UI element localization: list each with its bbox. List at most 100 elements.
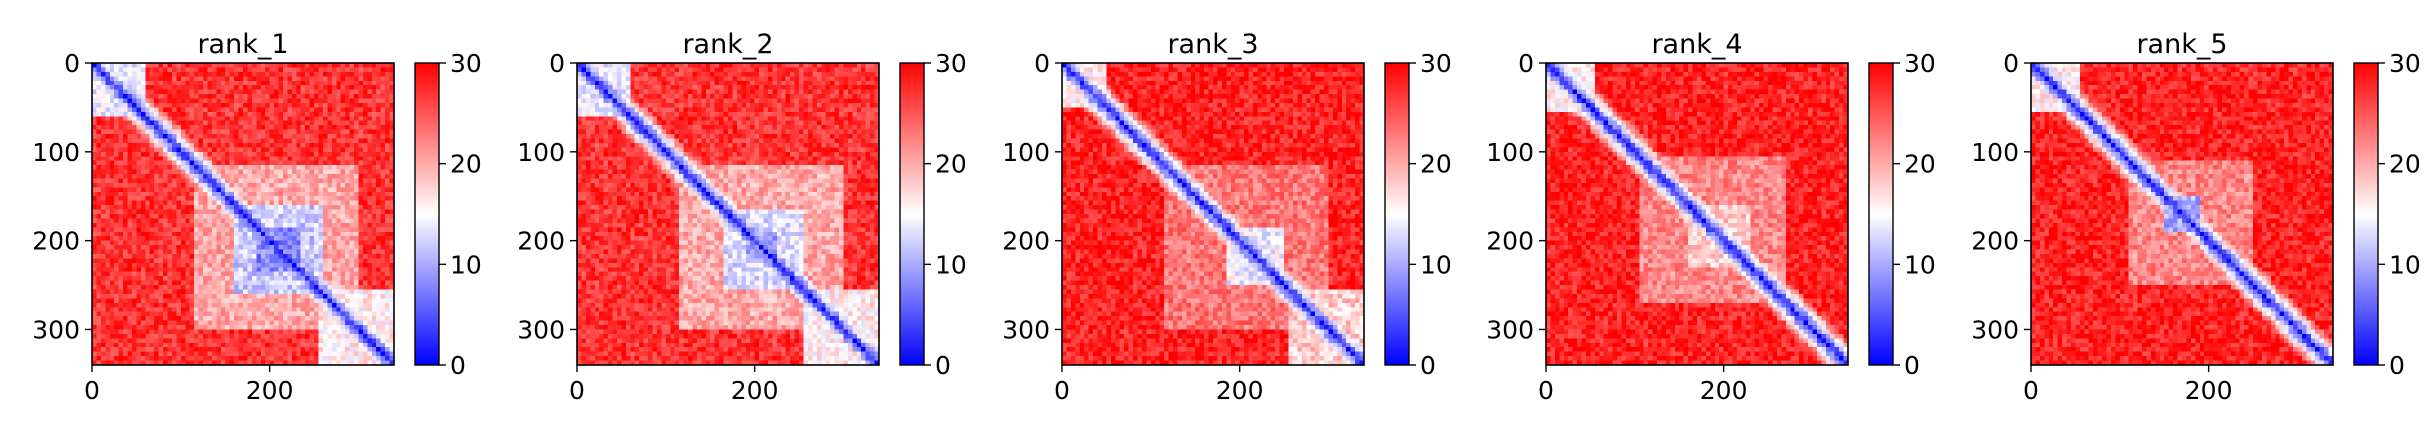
heatmap-cell [296, 107, 301, 112]
heatmap-cell [287, 201, 292, 206]
heatmap-cell [296, 272, 301, 277]
heatmap-cell [159, 165, 164, 170]
heatmap-cell [279, 250, 284, 255]
heatmap-cell [256, 250, 261, 255]
heatmap-cell [172, 85, 177, 90]
heatmap-cell [190, 121, 195, 126]
heatmap-cell [114, 107, 119, 112]
heatmap-cell [128, 352, 133, 357]
heatmap-cell [128, 214, 133, 219]
heatmap-cell [163, 356, 168, 361]
heatmap-cell [301, 94, 306, 99]
heatmap-cell [212, 161, 217, 166]
heatmap-cell [239, 99, 244, 104]
heatmap-cell [323, 250, 328, 255]
heatmap-cell [128, 316, 133, 321]
heatmap-cell [150, 281, 155, 286]
heatmap-cell [852, 67, 857, 72]
heatmap-cell [234, 170, 239, 175]
heatmap-cell [243, 178, 248, 183]
heatmap-cell [239, 161, 244, 166]
heatmap-cell [265, 312, 270, 317]
heatmap-cell [367, 121, 372, 126]
heatmap-cell [128, 334, 133, 339]
heatmap-cell [358, 201, 363, 206]
heatmap-cell [265, 276, 270, 281]
heatmap-cell [261, 130, 266, 135]
heatmap-cell [105, 90, 110, 95]
heatmap-cell [168, 183, 173, 188]
heatmap-cell [795, 81, 800, 86]
heatmap-cell [119, 210, 124, 215]
heatmap-cell [190, 276, 195, 281]
heatmap-cell [367, 236, 372, 241]
heatmap-cell [145, 81, 150, 86]
heatmap-cell [212, 81, 217, 86]
heatmap-cell [839, 81, 844, 86]
heatmap-cell [101, 201, 106, 206]
heatmap-cell [145, 312, 150, 317]
heatmap-cell [172, 72, 177, 77]
heatmap-cell [350, 276, 355, 281]
heatmap-cell [750, 76, 755, 81]
heatmap-cell [132, 250, 137, 255]
heatmap-cell [145, 290, 150, 295]
heatmap-cell [207, 112, 212, 117]
heatmap-cell [141, 236, 146, 241]
heatmap-cell [314, 218, 319, 223]
heatmap-cell [310, 218, 315, 223]
heatmap-cell [190, 236, 195, 241]
heatmap-cell [230, 170, 235, 175]
heatmap-cell [101, 121, 106, 126]
heatmap-cell [372, 214, 377, 219]
heatmap-cell [327, 312, 332, 317]
heatmap-cell [199, 121, 204, 126]
heatmap-cell [354, 85, 359, 90]
heatmap-cell [181, 338, 186, 343]
heatmap-cell [181, 196, 186, 201]
heatmap-cell [376, 165, 381, 170]
heatmap-cell [270, 214, 275, 219]
heatmap-cell [336, 214, 341, 219]
heatmap-cell [332, 165, 337, 170]
heatmap-cell [154, 192, 159, 197]
heatmap-cell [261, 156, 266, 161]
heatmap-cell [376, 281, 381, 286]
heatmap-cell [110, 272, 115, 277]
heatmap-cell [376, 147, 381, 152]
heatmap-cell [176, 338, 181, 343]
heatmap-cell [243, 276, 248, 281]
heatmap-cell [181, 258, 186, 263]
heatmap-cell [247, 334, 252, 339]
heatmap-cell [327, 81, 332, 86]
heatmap-cell [239, 116, 244, 121]
heatmap-cell [132, 81, 137, 86]
heatmap-cell [154, 139, 159, 144]
heatmap-cell [136, 223, 141, 228]
heatmap-cell [190, 218, 195, 223]
heatmap-cell [119, 321, 124, 326]
heatmap-cell [243, 81, 248, 86]
heatmap-cell [181, 156, 186, 161]
heatmap-cell [230, 205, 235, 210]
heatmap-cell [279, 285, 284, 290]
heatmap-cell [136, 139, 141, 144]
heatmap-cell [270, 307, 275, 312]
heatmap-cell [261, 254, 266, 259]
heatmap-cell [376, 201, 381, 206]
heatmap-cell [101, 90, 106, 95]
heatmap-cell [101, 250, 106, 255]
heatmap-cell [870, 67, 875, 72]
heatmap-cell [336, 352, 341, 357]
heatmap-cell [168, 214, 173, 219]
heatmap-cell [194, 245, 199, 250]
heatmap-cell [221, 281, 226, 286]
heatmap-cell [261, 85, 266, 90]
heatmap-cell [319, 285, 324, 290]
heatmap-cell [283, 187, 288, 192]
heatmap-cell [305, 236, 310, 241]
heatmap-cell [154, 352, 159, 357]
heatmap-cell [256, 94, 261, 99]
heatmap-cell [684, 81, 689, 86]
heatmap-cell [252, 227, 257, 232]
